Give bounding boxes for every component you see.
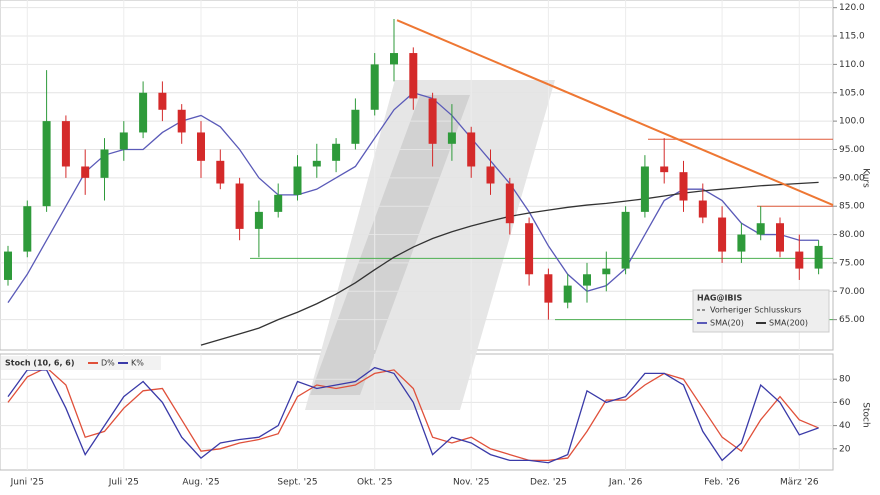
x-tick-label: Juli '25 — [108, 478, 139, 488]
x-tick-label: März '26 — [780, 478, 819, 488]
candle-body — [139, 92, 148, 133]
candle-body — [390, 53, 398, 65]
candle-body — [216, 160, 225, 184]
y-tick-label: 20 — [839, 444, 851, 454]
candle-body — [158, 92, 167, 110]
candle-body — [660, 166, 669, 173]
candle-body — [756, 223, 765, 235]
y-tick-label: 105.0 — [839, 88, 865, 98]
candle-body — [505, 183, 514, 224]
x-tick-label: Dez. '25 — [530, 478, 567, 488]
x-tick-label: Sept. '25 — [277, 478, 317, 488]
legend-label: SMA(20) — [710, 319, 744, 328]
x-tick-label: Okt. '25 — [357, 478, 392, 488]
candle-body — [718, 217, 727, 252]
y-tick-label: 85.00 — [839, 202, 865, 212]
x-tick-label: Nov. '25 — [453, 478, 490, 488]
candle-body — [370, 64, 379, 110]
candle-body — [4, 251, 12, 280]
legend-box — [1, 356, 161, 370]
candle-body — [486, 166, 495, 184]
candle-body — [544, 274, 553, 303]
legend-label: Vorheriger Schlusskurs — [710, 306, 801, 315]
y-tick-label: 70.00 — [839, 287, 865, 297]
candle-body — [312, 160, 321, 167]
y-tick-label: 120.0 — [839, 3, 865, 13]
candle-body — [42, 121, 51, 207]
candle-body — [197, 132, 205, 161]
legend-box — [692, 289, 830, 333]
y-tick-label: 65.00 — [839, 315, 865, 325]
candle-body — [351, 109, 360, 144]
y-axis-title: Kurs — [861, 168, 871, 188]
x-tick-label: Juni '25 — [10, 478, 44, 488]
candle-body — [583, 274, 591, 286]
x-tick-label: Feb. '26 — [704, 478, 740, 488]
y-tick-label: 75.00 — [839, 258, 865, 268]
legend-label: K% — [131, 359, 144, 368]
candle-body — [332, 143, 341, 161]
legend-title: HAG@IBIS — [697, 294, 743, 303]
series-line — [7, 366, 819, 464]
candle-body — [737, 234, 746, 252]
y-tick-label: 80 — [839, 375, 851, 385]
y-tick-label: 80.00 — [839, 230, 865, 240]
candle-body — [61, 121, 70, 167]
candle-body — [274, 194, 283, 212]
candle-body — [814, 245, 823, 269]
y-tick-label: 100.0 — [839, 117, 865, 127]
candle-body — [679, 172, 688, 201]
candle-body — [698, 200, 707, 218]
legend: HAG@IBIS Vorheriger Schlusskurs SMA(20) … — [692, 289, 830, 333]
candle-body — [602, 268, 611, 275]
y-axis-title: Stoch — [861, 402, 871, 427]
candle-body — [409, 53, 418, 99]
legend-title: Stoch (10, 6, 6) — [5, 359, 75, 368]
candle-body — [467, 132, 476, 167]
candle-body — [640, 166, 649, 212]
x-tick-label: Aug. '25 — [182, 478, 219, 488]
candle-body — [428, 98, 437, 144]
stoch-legend: Stoch (10, 6, 6) D% K% — [1, 356, 161, 370]
candle-body — [795, 251, 804, 269]
y-tick-label: 40 — [839, 421, 851, 431]
candle-body — [254, 211, 263, 229]
candle-body — [776, 223, 784, 252]
candle-body — [23, 206, 32, 252]
x-tick-label: Jan. '26 — [608, 478, 643, 488]
candle-body — [100, 149, 109, 178]
candle-body — [177, 109, 186, 133]
y-tick-label: 115.0 — [839, 32, 865, 42]
candle-body — [119, 132, 128, 150]
legend-label: SMA(200) — [769, 319, 808, 328]
candle-body — [621, 211, 630, 269]
y-tick-label: 60 — [839, 398, 851, 408]
candle-body — [293, 166, 302, 195]
y-tick-label: 90.00 — [839, 173, 865, 183]
trendline — [396, 19, 834, 206]
series-line — [7, 366, 819, 462]
y-tick-label: 110.0 — [839, 60, 865, 70]
candle-body — [81, 166, 90, 178]
candle-body — [563, 285, 572, 303]
candle-body — [525, 223, 534, 275]
legend-label: D% — [101, 359, 115, 368]
candle-body — [235, 183, 244, 229]
y-tick-label: 95.00 — [839, 145, 865, 155]
candle-body — [447, 132, 456, 144]
